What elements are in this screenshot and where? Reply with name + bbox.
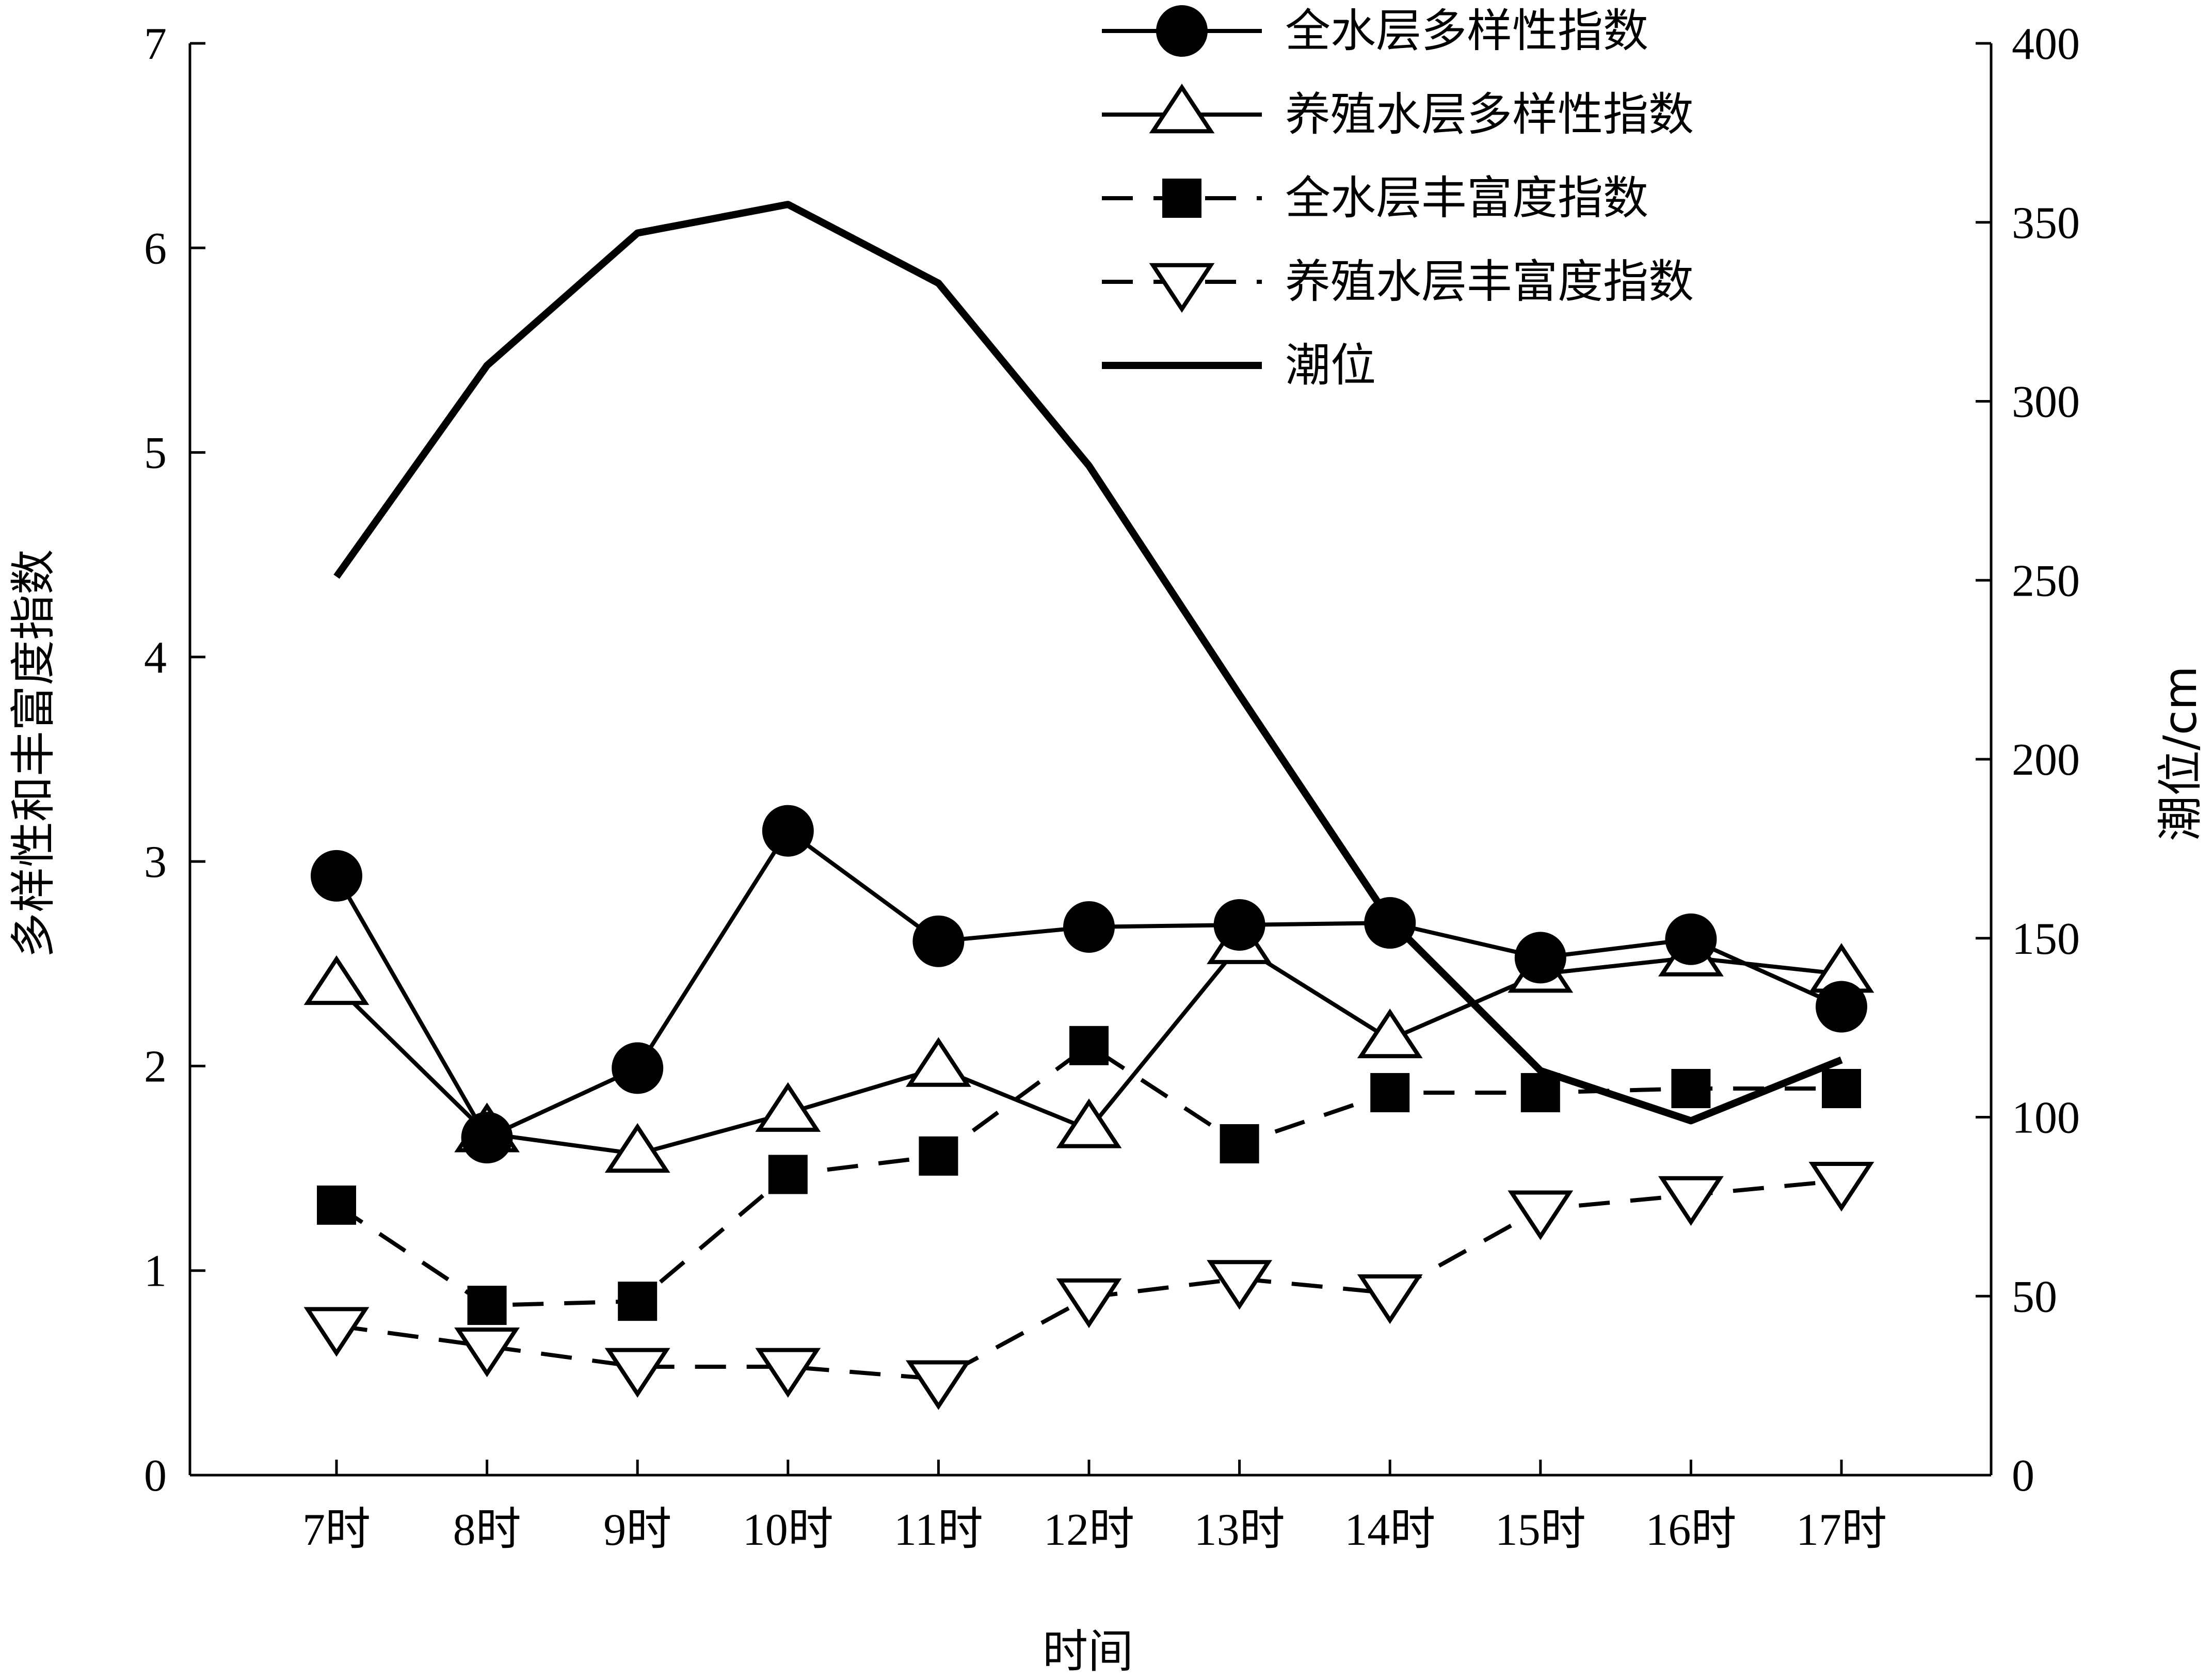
y-tick-label-left: 4 <box>144 633 167 683</box>
series-1-point <box>1665 913 1717 965</box>
series-4-point <box>905 1360 971 1410</box>
series-1-line <box>334 828 1842 1140</box>
legend-item-4: 养殖水层丰富度指数 <box>1102 255 1694 313</box>
series-layer <box>303 201 1874 1410</box>
series-3-point <box>1370 1073 1410 1112</box>
y-tick-label-right: 200 <box>2012 735 2080 785</box>
x-tick-label: 10时 <box>743 1505 833 1555</box>
x-tick-label: 11时 <box>894 1505 983 1555</box>
y-tick-label-left: 5 <box>144 428 167 478</box>
series-4-point <box>604 1348 670 1398</box>
series-4-point <box>1658 1176 1724 1226</box>
x-tick-label: 12时 <box>1044 1505 1134 1555</box>
legend-item-3: 全水层丰富度指数 <box>1102 171 1648 225</box>
legend-swatch-marker <box>1156 5 1208 57</box>
legend-swatch-marker <box>1149 84 1215 134</box>
y-axis-title-right: 潮位/cm <box>2154 666 2207 841</box>
y-axis-title-left: 多样性和丰富度指数 <box>7 549 60 958</box>
series-1-point <box>762 805 814 857</box>
legend-swatch-marker <box>1149 263 1215 313</box>
series-2-point <box>905 1037 971 1087</box>
y-tick-label-right: 100 <box>2012 1093 2080 1143</box>
series-4-point <box>1808 1162 1874 1212</box>
x-axis-title: 时间 <box>1043 1625 1133 1678</box>
axes: 0 1 2 3 4 5 6 7 0 50 100 150 200 250 300 350 400 7时 8时 9时 10… <box>144 19 2080 1555</box>
y-tick-label-right: 0 <box>2012 1451 2034 1501</box>
legend-label: 全水层多样性指数 <box>1285 4 1648 57</box>
series-4-point <box>303 1307 370 1357</box>
series-3-point <box>919 1136 958 1176</box>
series-1-point <box>612 1042 664 1094</box>
series-1-point <box>1213 899 1265 951</box>
series-3-point <box>1520 1073 1560 1112</box>
y-tick-label-left: 2 <box>144 1042 167 1092</box>
y-tick-label-right: 350 <box>2012 198 2080 248</box>
series-3-point <box>1671 1069 1711 1109</box>
series-3-point <box>618 1282 658 1321</box>
legend-label: 全水层丰富度指数 <box>1285 171 1648 225</box>
legend-label: 养殖水层多样性指数 <box>1285 88 1694 141</box>
x-tick-label: 17时 <box>1796 1505 1887 1555</box>
series-3-point <box>1220 1124 1259 1164</box>
legend-swatch-marker <box>1162 179 1201 218</box>
series-2-point <box>303 955 370 1005</box>
series-3-line <box>335 1043 1841 1308</box>
series-1 <box>311 805 1867 1164</box>
y-tick-label-left: 1 <box>144 1246 167 1297</box>
y-tick-label-right: 250 <box>2012 556 2080 606</box>
series-5 <box>333 201 1843 1125</box>
series-1-point <box>311 850 362 902</box>
series-4-point <box>454 1328 520 1378</box>
series-2-point <box>604 1123 670 1173</box>
x-tick-label: 14时 <box>1344 1505 1435 1555</box>
legend-label: 潮位 <box>1285 339 1376 392</box>
series-2-point <box>1056 1098 1122 1148</box>
x-tick-label: 15时 <box>1495 1505 1586 1555</box>
series-3 <box>317 1026 1861 1325</box>
series-4-point <box>1508 1190 1574 1240</box>
x-tick-label: 8时 <box>453 1505 521 1555</box>
x-tick-label: 7时 <box>302 1505 371 1555</box>
series-4-point <box>1056 1278 1122 1329</box>
y-tick-label-left: 3 <box>144 837 167 887</box>
series-3-point <box>317 1185 356 1225</box>
x-tick-label: 16时 <box>1645 1505 1736 1555</box>
series-2-point <box>755 1082 821 1132</box>
series-4 <box>303 1162 1874 1410</box>
y-tick-label-left: 7 <box>144 19 167 69</box>
legend-label: 养殖水层丰富度指数 <box>1285 255 1694 308</box>
series-3-point <box>467 1286 507 1325</box>
series-1-point <box>1364 897 1416 949</box>
x-tick-label: 9时 <box>603 1505 671 1555</box>
series-2-point <box>1357 1008 1423 1059</box>
series-1-point <box>461 1112 513 1164</box>
series-4-point <box>1207 1260 1273 1310</box>
series-4-point <box>755 1348 821 1398</box>
y-tick-label-left: 6 <box>144 223 167 274</box>
series-5-line <box>333 201 1843 1125</box>
series-4-point <box>1357 1274 1423 1324</box>
series-1-point <box>1514 932 1566 984</box>
series-3-point <box>768 1155 808 1194</box>
y-tick-label-right: 300 <box>2012 377 2080 427</box>
series-1-point <box>912 915 965 967</box>
y-tick-label-right: 400 <box>2012 19 2080 69</box>
y-tick-label-right: 50 <box>2012 1272 2057 1322</box>
series-3-point <box>1069 1026 1109 1065</box>
series-1-point <box>1063 901 1115 953</box>
legend-item-2: 养殖水层多样性指数 <box>1102 84 1694 141</box>
series-1-point <box>1816 981 1867 1033</box>
y-tick-label-left: 0 <box>144 1451 167 1501</box>
x-tick-label: 13时 <box>1194 1505 1285 1555</box>
series-3-point <box>1822 1069 1861 1109</box>
legend-item-1: 全水层多样性指数 <box>1102 4 1648 57</box>
y-tick-label-right: 150 <box>2012 914 2080 964</box>
legend-item-5: 潮位 <box>1102 339 1376 392</box>
